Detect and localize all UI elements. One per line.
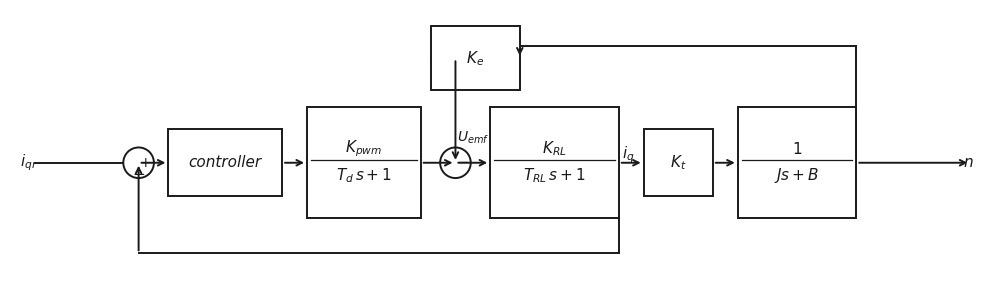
Text: +: + <box>140 156 151 170</box>
Text: $Js+B$: $Js+B$ <box>774 166 820 185</box>
Text: $T_d\,s+1$: $T_d\,s+1$ <box>336 166 392 185</box>
Bar <box>431 26 520 90</box>
Text: $1$: $1$ <box>792 141 802 157</box>
Text: −: − <box>132 167 145 182</box>
Bar <box>738 107 856 218</box>
Text: $T_{RL}\,s+1$: $T_{RL}\,s+1$ <box>523 166 586 185</box>
Ellipse shape <box>440 148 471 178</box>
Bar <box>644 129 713 196</box>
Text: $n$: $n$ <box>963 155 974 170</box>
Text: $K_e$: $K_e$ <box>466 49 484 68</box>
Text: $U_{emf}$: $U_{emf}$ <box>457 130 490 146</box>
Ellipse shape <box>123 148 154 178</box>
Bar <box>490 107 619 218</box>
Text: controller: controller <box>189 155 262 170</box>
Text: $K_{pwm}$: $K_{pwm}$ <box>345 139 382 159</box>
Bar <box>168 129 282 196</box>
Text: $K_{RL}$: $K_{RL}$ <box>542 140 567 158</box>
Text: $K_t$: $K_t$ <box>670 153 686 172</box>
Text: −: − <box>456 155 469 170</box>
Bar <box>307 107 421 218</box>
Text: $i_q$: $i_q$ <box>622 144 634 165</box>
Text: $i_{qr}$: $i_{qr}$ <box>20 153 38 173</box>
